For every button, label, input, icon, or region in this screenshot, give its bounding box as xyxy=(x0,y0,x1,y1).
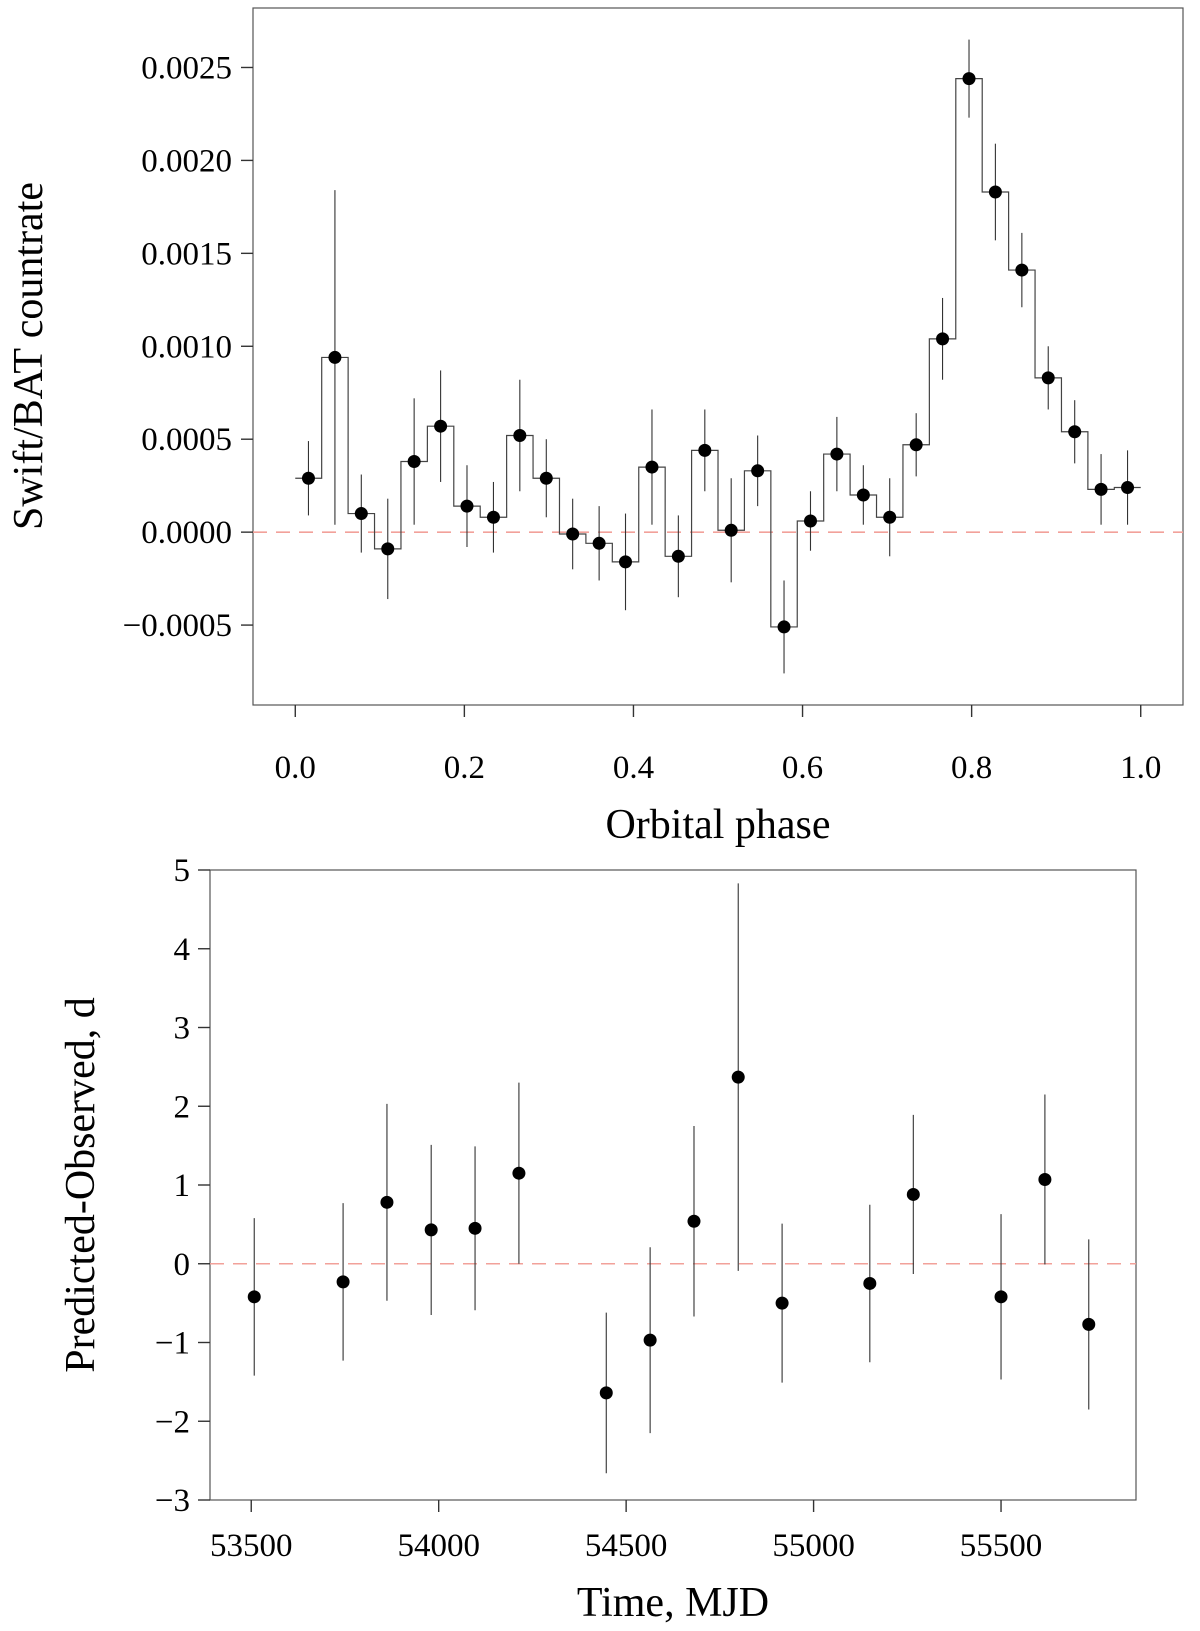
x-tick-label: 55500 xyxy=(960,1528,1043,1564)
data-point xyxy=(381,542,395,556)
data-point xyxy=(698,443,712,457)
x-tick-label: 1.0 xyxy=(1120,750,1161,786)
data-point xyxy=(883,510,897,524)
y-tick-label: 0.0020 xyxy=(141,143,232,179)
y-tick-label: 0.0010 xyxy=(141,329,232,365)
data-point xyxy=(643,1333,657,1347)
y-tick-label: 0.0005 xyxy=(141,422,232,458)
data-point xyxy=(486,510,500,524)
data-point xyxy=(566,527,580,541)
data-point xyxy=(777,620,791,634)
data-point xyxy=(424,1223,438,1237)
data-point xyxy=(380,1195,394,1209)
data-point xyxy=(468,1221,482,1235)
data-point xyxy=(1015,263,1029,277)
data-point xyxy=(856,488,870,502)
data-point xyxy=(936,332,950,346)
data-point xyxy=(460,499,474,513)
plot-frame xyxy=(252,7,1184,706)
x-tick-label: 0.2 xyxy=(444,750,485,786)
y-tick-label: −3 xyxy=(155,1483,190,1519)
data-point xyxy=(994,1290,1008,1304)
data-point xyxy=(906,1187,920,1201)
top-panel-phase-plot: −0.0005 0.0000 0.0005 0.0010 0.0015 0.0020 0.0… xyxy=(6,7,1184,848)
data-point xyxy=(512,1166,526,1180)
y-tick-label: 1 xyxy=(174,1168,191,1204)
y-tick-label: 0.0000 xyxy=(141,515,232,551)
bottom-panel-residuals-plot: −3 −2 −1 0 1 2 3 4 5 53500 54000 54500 55000 55500 Tim… xyxy=(58,853,1137,1626)
x-tick-label: 0.8 xyxy=(951,750,992,786)
y-tick-label: 2 xyxy=(174,1089,191,1125)
y-axis-title: Predicted-Observed, d xyxy=(58,997,104,1373)
x-tick-label: 54500 xyxy=(585,1528,668,1564)
data-point xyxy=(328,350,342,364)
data-point xyxy=(434,419,448,433)
data-point xyxy=(687,1214,701,1228)
data-point xyxy=(803,514,817,528)
y-axis-title: Swift/BAT countrate xyxy=(6,182,52,530)
data-point xyxy=(539,471,553,485)
plot-frame xyxy=(209,869,1137,1501)
data-point xyxy=(1038,1172,1052,1186)
y-tick-label: −0.0005 xyxy=(123,608,232,644)
step-histogram-line xyxy=(295,78,1141,628)
y-tick-label: −2 xyxy=(155,1404,190,1440)
y-tick-label: 5 xyxy=(174,853,191,889)
data-point xyxy=(671,549,685,563)
data-point xyxy=(301,471,315,485)
data-point xyxy=(645,460,659,474)
data-point xyxy=(1094,482,1108,496)
data-point xyxy=(247,1290,261,1304)
x-axis-title: Orbital phase xyxy=(605,802,830,848)
y-tick-label: 4 xyxy=(174,932,191,968)
data-point xyxy=(354,507,368,521)
data-point xyxy=(909,438,923,452)
data-point xyxy=(1041,371,1055,385)
data-point xyxy=(751,464,765,478)
data-point xyxy=(830,447,844,461)
data-point xyxy=(336,1275,350,1289)
x-tick-label: 0.0 xyxy=(275,750,316,786)
data-point xyxy=(962,72,976,86)
y-tick-label: 0.0015 xyxy=(141,236,232,272)
data-point xyxy=(1121,481,1135,495)
x-tick-label: 54000 xyxy=(397,1528,480,1564)
data-point xyxy=(1068,425,1082,439)
x-tick-label: 0.4 xyxy=(613,750,654,786)
data-point xyxy=(1082,1317,1096,1331)
y-tick-label: 0 xyxy=(174,1247,191,1283)
y-tick-label: −1 xyxy=(155,1326,190,1362)
data-point xyxy=(988,185,1002,199)
y-tick-label: 3 xyxy=(174,1011,191,1047)
data-point xyxy=(592,536,606,550)
x-axis-title: Time, MJD xyxy=(577,1580,769,1626)
data-point xyxy=(513,428,527,442)
data-point xyxy=(775,1296,789,1310)
data-point xyxy=(731,1070,745,1084)
data-point xyxy=(619,555,633,569)
data-point xyxy=(863,1276,877,1290)
x-tick-label: 0.6 xyxy=(782,750,823,786)
data-point xyxy=(407,455,421,469)
data-point xyxy=(599,1386,613,1400)
x-tick-label: 53500 xyxy=(210,1528,293,1564)
data-point xyxy=(724,523,738,537)
x-tick-label: 55000 xyxy=(772,1528,855,1564)
y-tick-label: 0.0025 xyxy=(141,50,232,86)
